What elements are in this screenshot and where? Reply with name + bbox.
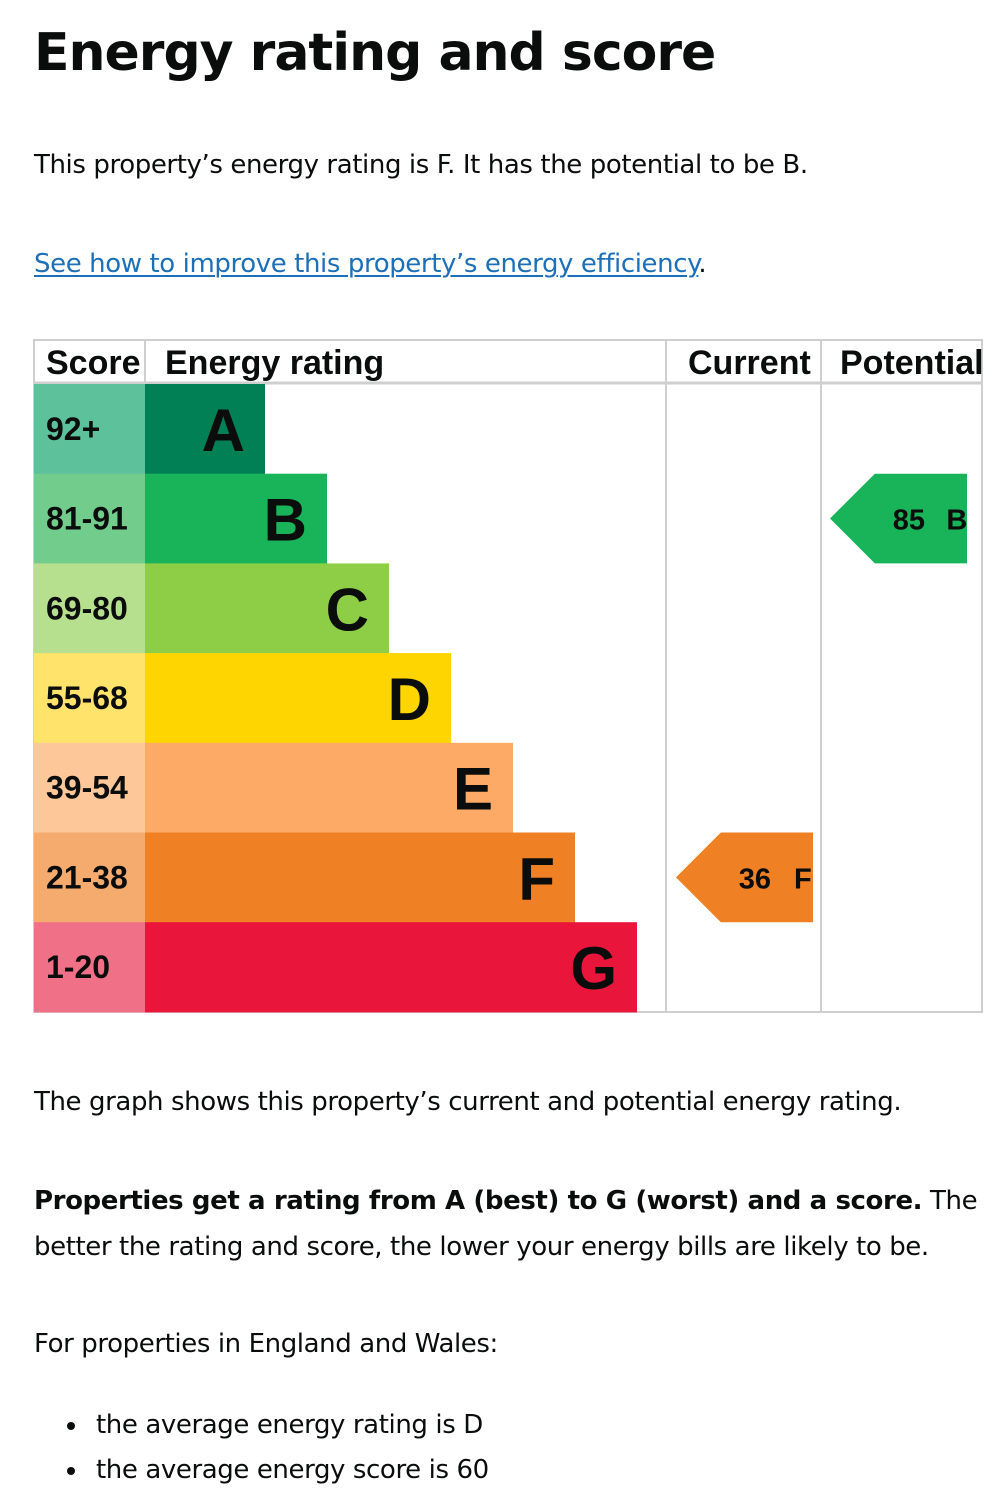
- rating-summary: This property’s energy rating is F. It h…: [34, 150, 808, 180]
- potential-rating-score: 85: [893, 505, 925, 537]
- rating-letter-g: G: [570, 935, 617, 1002]
- potential-column-header: Potential: [840, 344, 984, 382]
- rating-bar-a: [145, 384, 265, 475]
- region-note: For properties in England and Wales:: [34, 1329, 498, 1359]
- score-cell-f: [34, 832, 145, 923]
- improve-line: See how to improve this property’s energ…: [34, 241, 707, 287]
- current-rating-score: 36: [739, 863, 771, 895]
- graph-description: The graph shows this property’s current …: [34, 1087, 902, 1117]
- rating-explainer-bold: Properties get a rating from A (best) to…: [34, 1186, 923, 1216]
- rating-bar-g: [145, 922, 637, 1013]
- rating-bar-d: [145, 653, 451, 744]
- rating-letter-b: B: [264, 487, 307, 554]
- rating-letter-a: A: [202, 397, 245, 464]
- energy-rating-chart: Score Energy rating Current Potential 92…: [33, 339, 984, 1013]
- page-title: Energy rating and score: [34, 23, 716, 83]
- rating-explainer: Properties get a rating from A (best) to…: [34, 1178, 979, 1270]
- score-range-g: 1-20: [46, 949, 110, 985]
- score-range-f: 21-38: [46, 859, 128, 895]
- chart-headers: Score Energy rating Current Potential: [46, 344, 984, 382]
- rating-letter-d: D: [388, 666, 431, 733]
- chart-grid: [33, 339, 983, 1013]
- rating-column-header: Energy rating: [165, 344, 384, 382]
- rating-bar-c: [145, 563, 389, 654]
- score-range-a: 92+: [46, 411, 100, 447]
- score-cell-a: [34, 384, 145, 475]
- score-cell-e: [34, 742, 145, 833]
- score-column-header: Score: [46, 344, 141, 382]
- score-range-e: 39-54: [46, 770, 128, 806]
- averages-list: the average energy rating is D the avera…: [34, 1403, 489, 1493]
- rating-letter-e: E: [453, 756, 493, 823]
- current-column-header: Current: [688, 344, 811, 382]
- rating-bar-f: [145, 832, 575, 923]
- score-range-c: 69-80: [46, 590, 128, 626]
- rating-bands: 92+ A 81-91 B 69-80 C 55-68 D 39-54 E 21-38 F 1-20 G: [34, 384, 637, 1013]
- current-rating-arrow: [676, 832, 813, 923]
- score-range-d: 55-68: [46, 680, 128, 716]
- rating-arrows: 36 F 85 B: [676, 473, 967, 923]
- rating-letter-f: F: [518, 845, 555, 912]
- score-cell-c: [34, 563, 145, 654]
- rating-explainer-rest: The better the rating and score, the low…: [34, 1186, 978, 1262]
- list-item-average-score: the average energy score is 60: [34, 1448, 489, 1493]
- score-cell-g: [34, 922, 145, 1013]
- current-rating-letter: F: [794, 863, 812, 895]
- list-item-average-rating: the average energy rating is D: [34, 1403, 489, 1448]
- rating-bar-b: [145, 473, 327, 564]
- score-range-b: 81-91: [46, 501, 128, 537]
- rating-bar-e: [145, 742, 513, 833]
- rating-letter-c: C: [326, 576, 369, 643]
- score-cell-b: [34, 473, 145, 564]
- potential-rating-arrow: [830, 473, 967, 564]
- improve-efficiency-link[interactable]: See how to improve this property’s energ…: [34, 249, 699, 279]
- potential-rating-letter: B: [946, 505, 967, 537]
- improve-link-suffix: .: [698, 249, 707, 279]
- score-cell-d: [34, 653, 145, 744]
